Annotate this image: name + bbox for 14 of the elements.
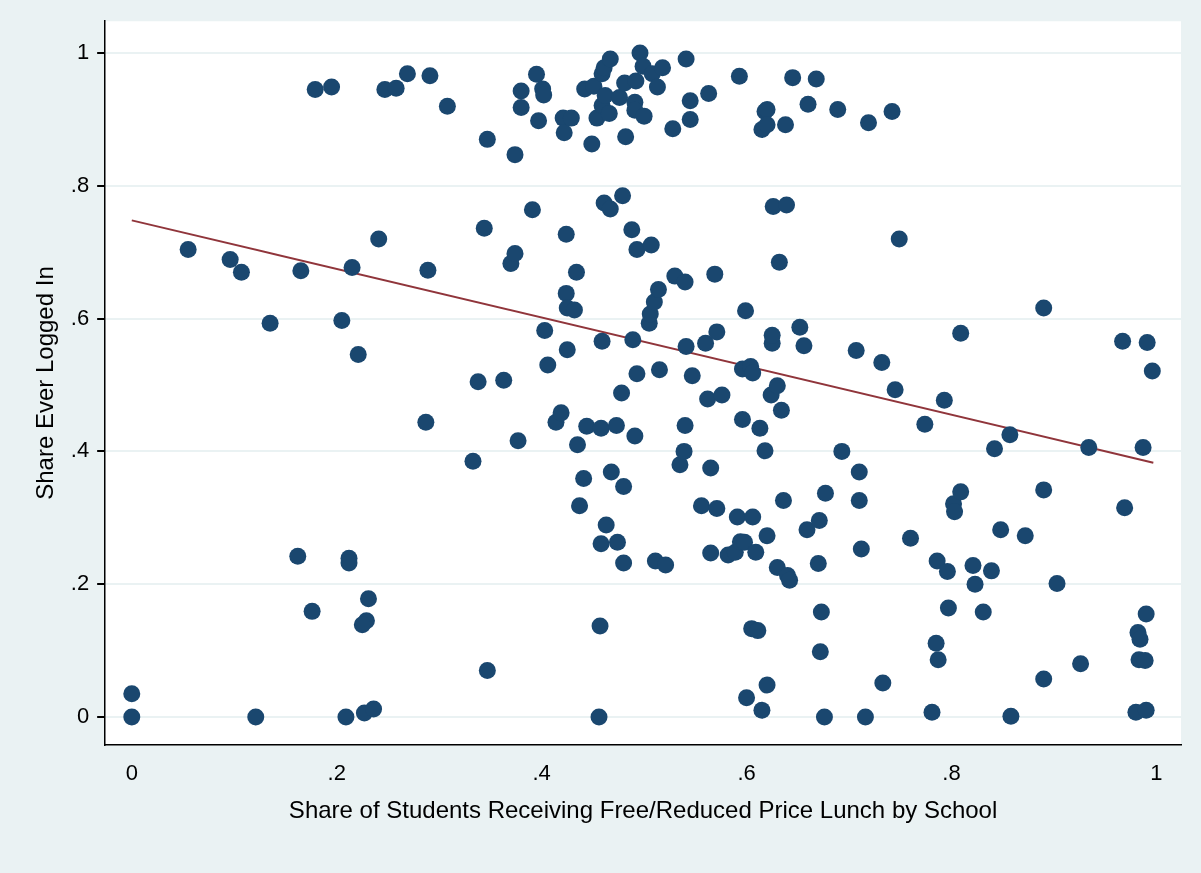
x-tick-label: 0 (125, 760, 138, 786)
y-tick-label: .8 (70, 171, 90, 197)
y-tick-label: .2 (70, 570, 90, 596)
x-axis-title: Share of Students Receiving Free/Reduced Price Lunch by School (288, 796, 998, 824)
y-tick-label: 1 (76, 39, 90, 65)
y-axis-title: Share Ever Logged In (31, 266, 59, 500)
x-tick-label: .4 (532, 760, 551, 786)
y-tick-label: .6 (70, 304, 90, 330)
x-tick-label: .2 (327, 760, 346, 786)
x-tick-label: 1 (1150, 760, 1163, 786)
y-tick-label: .4 (70, 437, 90, 463)
y-tick-label: 0 (76, 702, 90, 728)
x-tick-label: .8 (942, 760, 961, 786)
x-tick-label: .6 (737, 760, 756, 786)
